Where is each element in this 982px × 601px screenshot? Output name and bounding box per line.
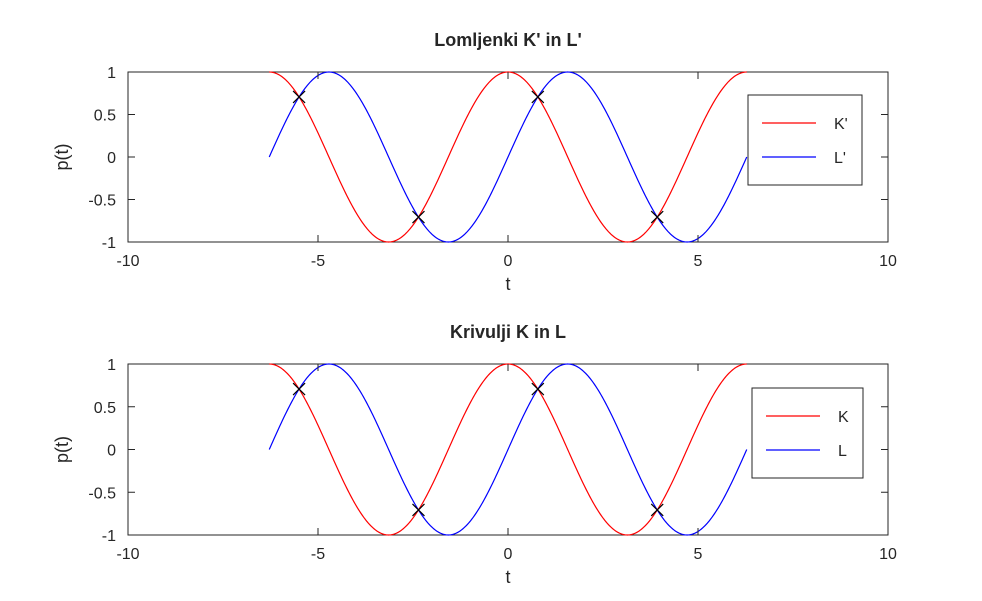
y-tick-label: 1 [107, 357, 116, 374]
y-tick-label: -0.5 [88, 193, 116, 210]
intersection-marker [412, 210, 425, 224]
x-tick-label: 5 [694, 546, 703, 563]
legend: K' L' [747, 94, 863, 186]
legend-box [751, 387, 864, 479]
series-line-2 [268, 71, 748, 243]
x-tick-label: 10 [879, 546, 897, 563]
legend-label: K [838, 409, 849, 426]
y-tick-label: -0.5 [88, 485, 116, 502]
intersection-marker [531, 90, 545, 104]
y-tick-label: 0.5 [94, 108, 116, 125]
y-tick-label: 1 [107, 65, 116, 82]
x-tick-label: -5 [311, 546, 325, 563]
chart-title: Krivulji K in L [450, 322, 566, 342]
chart-panel-1: -10 -5 0 5 10 -1 -0.5 0 0.5 1 Lomljenki K' in L' t p… [52, 30, 897, 294]
intersection-marker [292, 382, 306, 396]
intersection-marker [531, 382, 545, 396]
series-line-2 [268, 363, 748, 536]
y-axis-label: p(t) [52, 144, 72, 171]
y-axis-label: p(t) [52, 436, 72, 463]
x-axis-label: t [505, 567, 510, 587]
intersection-marker [412, 503, 425, 517]
y-tick-label: 0 [107, 443, 116, 460]
chart-panel-2: -10 -5 0 5 10 -1 -0.5 0 0.5 1 Krivulji K in L t p(t)… [52, 322, 897, 587]
legend-box [747, 94, 863, 186]
y-tick-label: -1 [102, 235, 116, 252]
legend-label: L' [834, 150, 846, 167]
x-tick-label: 5 [694, 253, 703, 270]
intersection-marker [292, 90, 306, 104]
chart-title: Lomljenki K' in L' [434, 30, 582, 50]
legend-label: L [838, 443, 847, 460]
intersection-marker [650, 503, 664, 517]
x-tick-label: 0 [504, 253, 513, 270]
x-axis-label: t [505, 274, 510, 294]
y-tick-label: 0.5 [94, 400, 116, 417]
legend: KL [751, 387, 864, 479]
y-tick-label: -1 [102, 528, 116, 545]
intersection-marker [650, 210, 664, 224]
x-tick-label: -5 [311, 253, 325, 270]
y-tick-label: 0 [107, 150, 116, 167]
legend-label: K' [834, 116, 848, 133]
x-tick-label: 10 [879, 253, 897, 270]
x-tick-label: 0 [504, 546, 513, 563]
x-tick-label: -10 [116, 253, 139, 270]
x-tick-label: -10 [116, 546, 139, 563]
